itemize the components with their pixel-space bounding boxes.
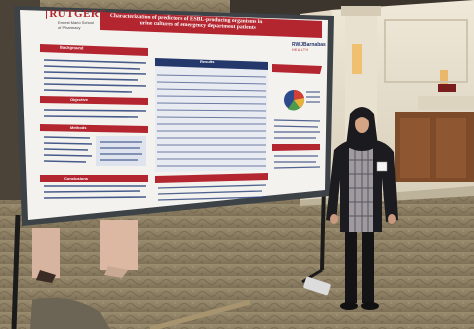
- partner-logo-sub: HEALTH: [292, 48, 309, 52]
- section-objective: Objective: [70, 97, 89, 102]
- section-results: Results: [200, 59, 215, 64]
- section-conclusions: Conclusions: [64, 176, 89, 181]
- section-methods: Methods: [70, 125, 87, 130]
- poster-school-line1: Ernest Mario School: [58, 20, 95, 25]
- rutgers-shield-icon: [46, 9, 48, 19]
- partner-logo-main: RWJBarnabas: [292, 42, 326, 48]
- poster-school-line2: of Pharmacy: [58, 25, 81, 30]
- poster-institution: RUTGERS: [49, 8, 106, 20]
- partner-logo: RWJBarnabas HEALTH: [292, 42, 328, 52]
- poster-logo: RUTGERS Ernest Mario School of Pharmacy: [46, 8, 106, 30]
